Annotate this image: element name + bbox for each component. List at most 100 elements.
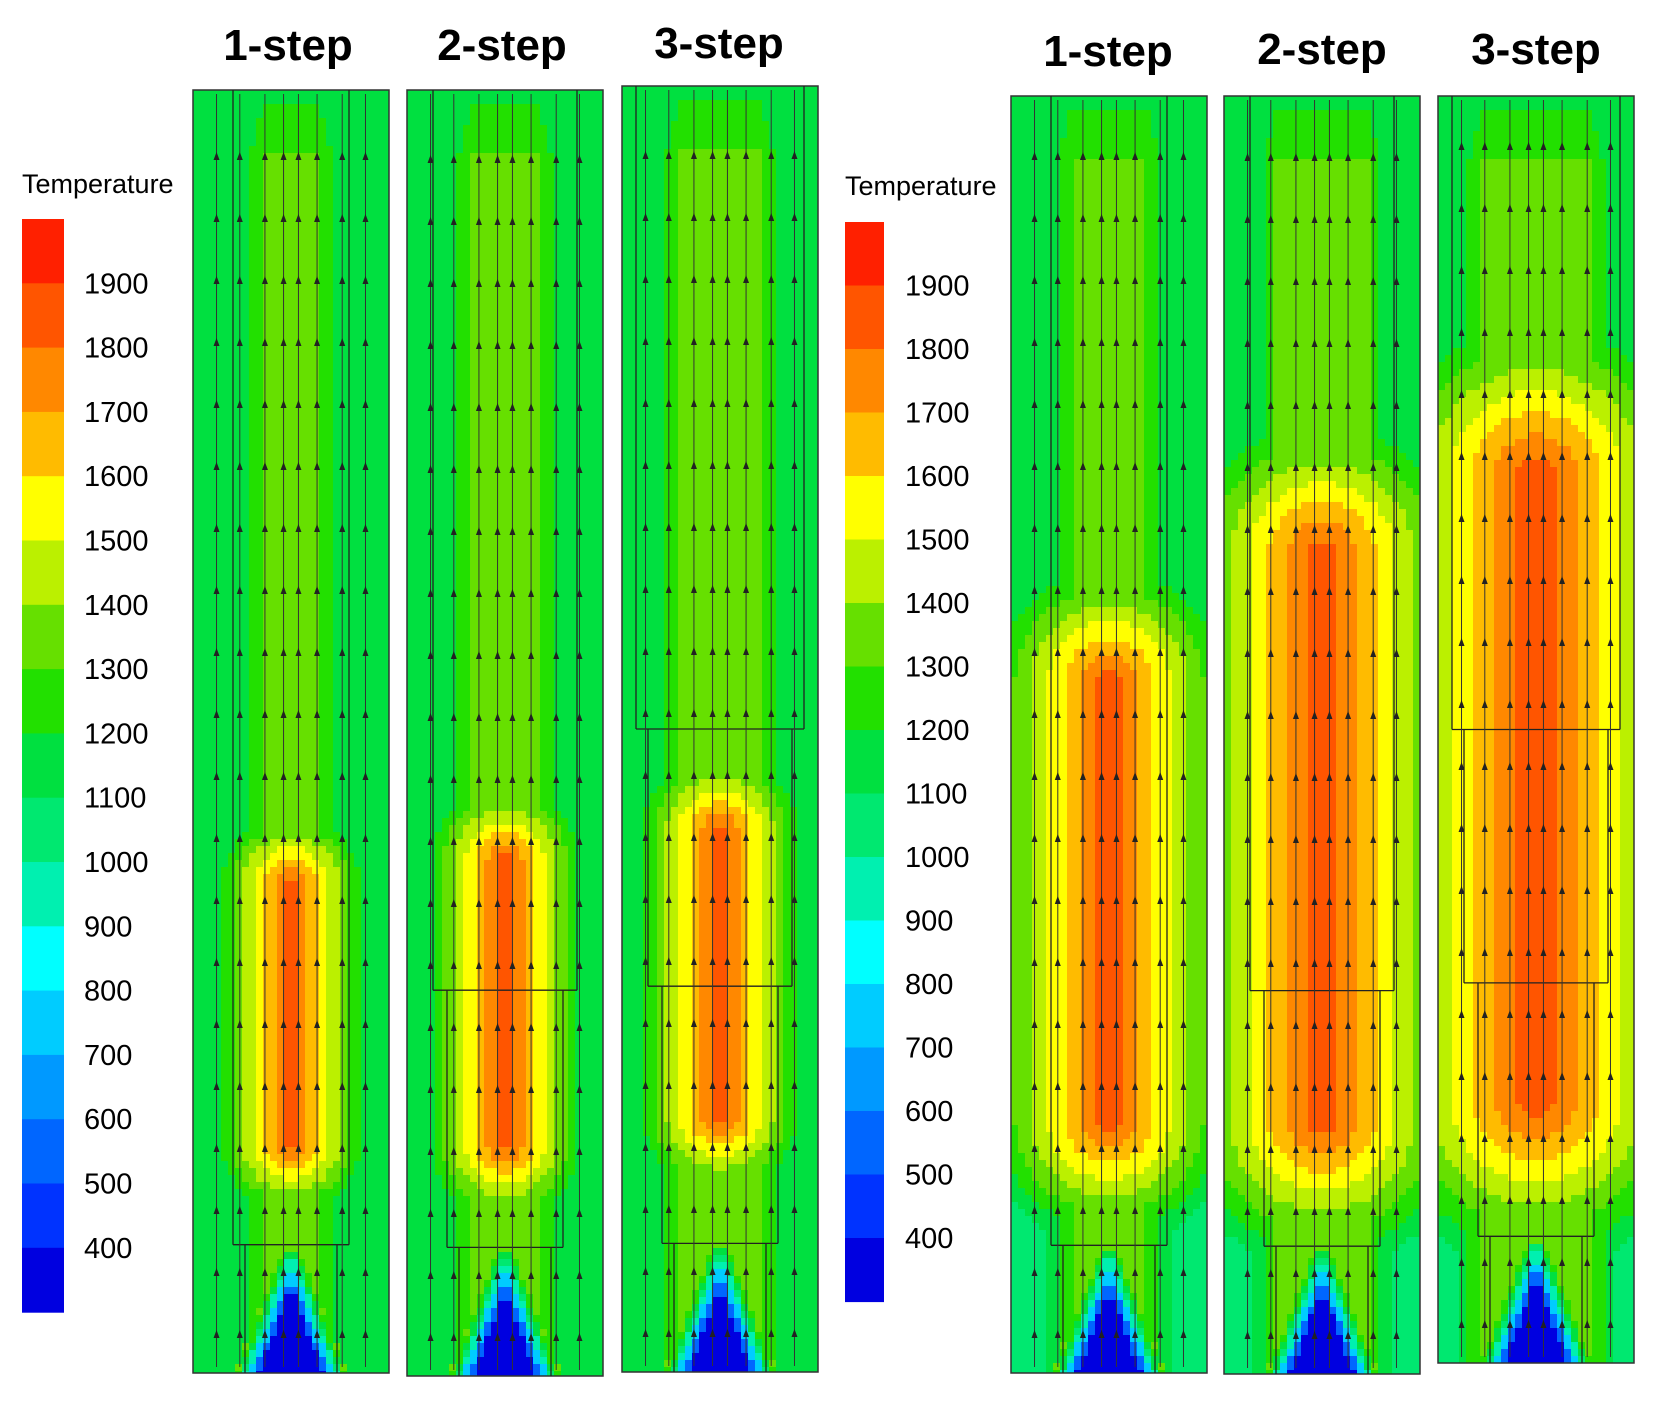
contour-cell [547,1056,555,1064]
contour-cell [575,909,604,917]
contour-cell [484,951,499,959]
contour-cell [319,1007,327,1015]
contour-cell [512,979,527,987]
contour-cell [463,1119,478,1127]
streamline-arrow [743,771,750,779]
contour-cell [678,1143,693,1151]
contour-cell [249,1161,264,1169]
contour-cell [713,1297,728,1305]
contour-cell [193,468,250,476]
contour-cell [470,181,541,189]
contour-cell [664,1367,672,1373]
contour-cell [706,1122,735,1130]
contour-cell [361,1140,390,1148]
streamline-arrow [724,1019,731,1027]
contour-cell [622,744,665,752]
contour-cell [797,919,819,927]
streamline-arrow [280,1020,287,1028]
contour-cell [333,1224,390,1232]
contour-cell [783,1150,819,1158]
contour-cell [319,1189,341,1197]
contour-cell [554,1238,604,1246]
streamline-arrow [642,833,649,841]
contour-cell [284,888,299,896]
contour-cell [256,1105,264,1113]
contour-cell [657,947,665,955]
contour-cell [706,1311,714,1319]
contour-cell [456,1350,464,1358]
contour-cell [554,153,604,161]
contour-cell [568,1098,576,1106]
contour-cell [263,629,320,637]
contour-cell [470,1217,541,1225]
contour-cell [235,1070,243,1078]
contour-cell [470,818,541,826]
contour-cell [484,825,527,833]
contour-cell [193,1301,250,1309]
contour-cell [263,1133,278,1141]
contour-cell [326,1084,341,1092]
streamline-arrow [690,771,697,779]
streamline-arrow [576,589,583,597]
contour-cell [554,552,604,560]
contour-cell [762,359,777,367]
streamline-arrow [743,895,750,903]
contour-cell [748,1108,763,1116]
contour-cell [526,1175,541,1183]
contour-cell [526,895,534,903]
streamline-arrow [665,1205,672,1213]
contour-cell [554,195,604,203]
contour-cell [512,930,527,938]
contour-cell [407,223,457,231]
contour-cell [298,993,306,1001]
contour-cell [713,933,728,941]
contour-cell [568,867,576,875]
contour-cell [554,748,604,756]
contour-cell [193,1063,222,1071]
contour-cell [340,1028,348,1036]
contour-cell [193,286,250,294]
contour-cell [463,909,478,917]
contour-cell [242,832,264,840]
streamline-arrow [709,1329,716,1337]
streamline-arrow [362,1268,369,1276]
contour-cell [575,1154,604,1162]
contour-cell [235,951,243,959]
contour-cell [664,408,679,416]
contour-cell [657,1003,665,1011]
contour-cell [664,212,679,220]
contour-cell [622,429,665,437]
contour-cell [470,1161,485,1169]
contour-cell [664,1101,679,1109]
contour-cell [470,783,541,791]
contour-cell [762,772,777,780]
contour-cell [298,1077,306,1085]
contour-cell [477,1077,485,1085]
contour-cell [319,818,334,826]
contour-cell [657,814,672,822]
contour-cell [762,989,777,997]
contour-cell [727,1129,749,1137]
contour-cell [347,1014,362,1022]
contour-cell [575,923,604,931]
contour-cell [263,314,320,322]
streamline-arrow [791,957,798,965]
contour-cell [263,188,320,196]
contour-cell [319,573,334,581]
contour-cell [407,734,457,742]
contour-cell [193,90,390,98]
contour-cell [657,1059,665,1067]
streamline-arrow [665,523,672,531]
contour-cell [298,1049,306,1057]
contour-cell [347,1154,362,1162]
contour-cell [554,1091,569,1099]
contour-cell [319,1315,334,1323]
streamline-arrow [690,1267,697,1275]
contour-cell [699,1024,714,1032]
contour-cell [776,688,819,696]
contour-cell [776,177,819,185]
contour-cell [333,1266,390,1274]
contour-cell [622,856,644,864]
streamline-arrow [791,1205,798,1213]
contour-cell [685,1136,707,1144]
